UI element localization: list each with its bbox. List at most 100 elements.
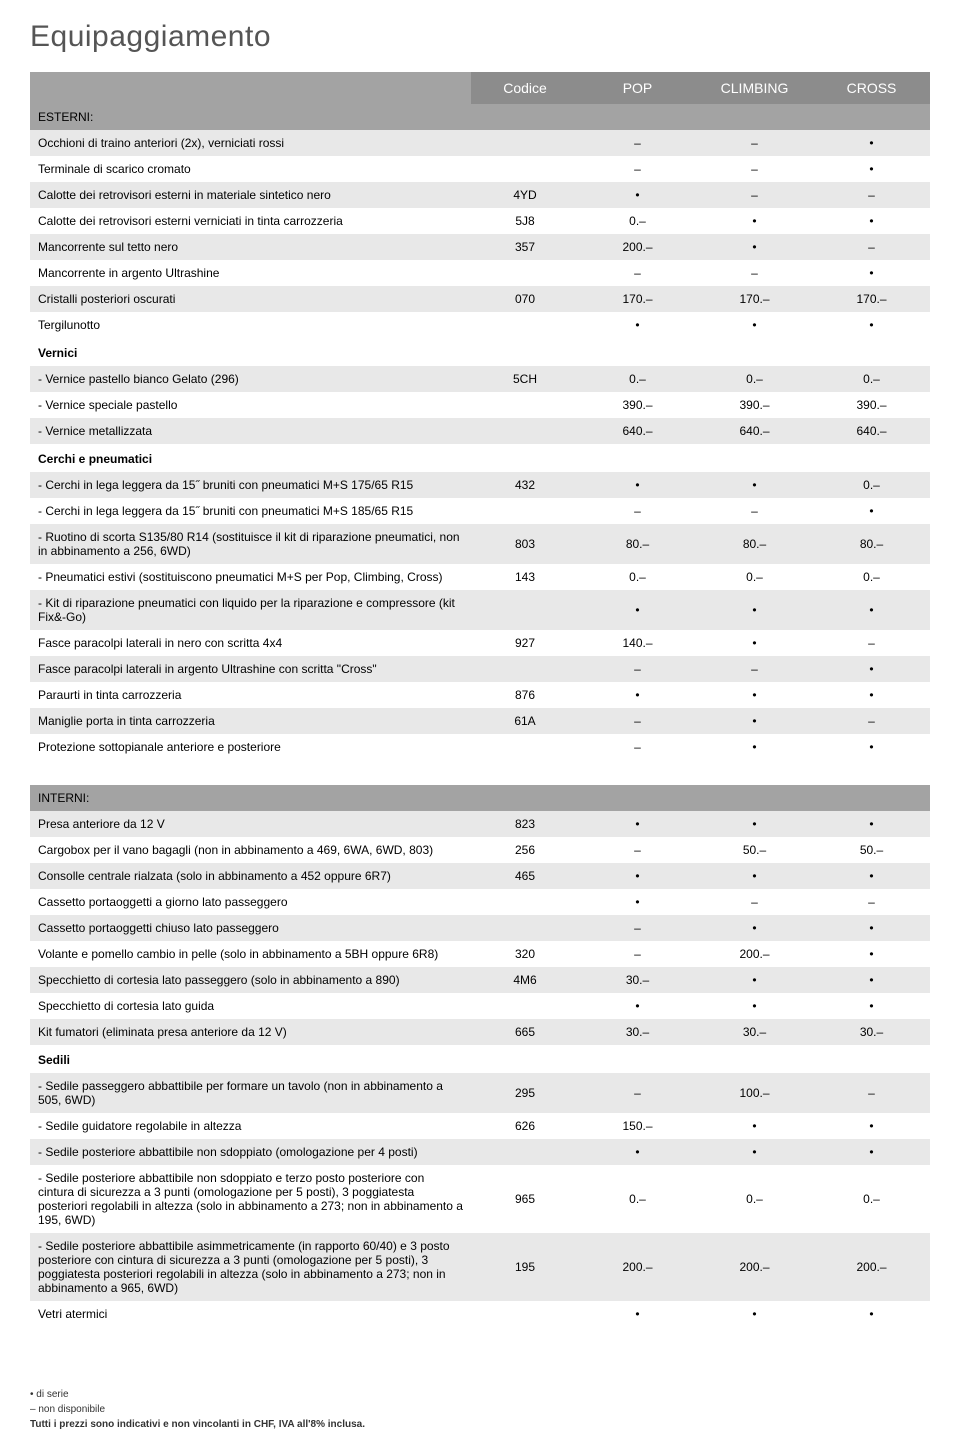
cell-description: - Sedile passeggero abbattibile per form… bbox=[30, 1073, 471, 1113]
cell-pop: 150.– bbox=[579, 1113, 696, 1139]
cell-code: 803 bbox=[471, 524, 579, 564]
cell-cross: • bbox=[813, 312, 930, 338]
header-climbing: CLIMBING bbox=[696, 72, 813, 104]
cell-description: - Ruotino di scorta S135/80 R14 (sostitu… bbox=[30, 524, 471, 564]
cell-code: 465 bbox=[471, 863, 579, 889]
table-row: Volante e pomello cambio in pelle (solo … bbox=[30, 941, 930, 967]
cell-climbing: 390.– bbox=[696, 392, 813, 418]
cell-climbing: – bbox=[696, 498, 813, 524]
cell-cross: • bbox=[813, 734, 930, 760]
cell-description: - Cerchi in lega leggera da 15˝ bruniti … bbox=[30, 472, 471, 498]
cell-code bbox=[471, 1139, 579, 1165]
cell-description: - Vernice metallizzata bbox=[30, 418, 471, 444]
cell-climbing: • bbox=[696, 590, 813, 630]
cell-cross: 50.– bbox=[813, 837, 930, 863]
table-row: Fasce paracolpi laterali in nero con scr… bbox=[30, 630, 930, 656]
cell-climbing: • bbox=[696, 967, 813, 993]
footnote-na: – non disponibile bbox=[30, 1402, 930, 1417]
table-row: - Sedile posteriore abbattibile asimmetr… bbox=[30, 1233, 930, 1301]
table-row: Terminale di scarico cromato––• bbox=[30, 156, 930, 182]
cell-code: 4YD bbox=[471, 182, 579, 208]
cell-code bbox=[471, 590, 579, 630]
cell-cross: • bbox=[813, 993, 930, 1019]
table-row: - Pneumatici estivi (sostituiscono pneum… bbox=[30, 564, 930, 590]
cell-cross: 30.– bbox=[813, 1019, 930, 1045]
table-row: Specchietto di cortesia lato passeggero … bbox=[30, 967, 930, 993]
cell-cross: • bbox=[813, 1301, 930, 1327]
table-row: Cargobox per il vano bagagli (non in abb… bbox=[30, 837, 930, 863]
table-header-row: Codice POP CLIMBING CROSS bbox=[30, 72, 930, 104]
cell-climbing: 80.– bbox=[696, 524, 813, 564]
cell-description: - Pneumatici estivi (sostituiscono pneum… bbox=[30, 564, 471, 590]
table-row: - Ruotino di scorta S135/80 R14 (sostitu… bbox=[30, 524, 930, 564]
cell-pop: 640.– bbox=[579, 418, 696, 444]
subsection-heading: Cerchi e pneumatici bbox=[30, 444, 930, 472]
cell-description: Cargobox per il vano bagagli (non in abb… bbox=[30, 837, 471, 863]
cell-pop: – bbox=[579, 837, 696, 863]
equipment-table: Codice POP CLIMBING CROSS ESTERNI:Occhio… bbox=[30, 72, 930, 1327]
cell-cross: – bbox=[813, 630, 930, 656]
cell-code: 320 bbox=[471, 941, 579, 967]
cell-climbing: 200.– bbox=[696, 1233, 813, 1301]
cell-pop: • bbox=[579, 472, 696, 498]
cell-pop: • bbox=[579, 590, 696, 630]
cell-code bbox=[471, 392, 579, 418]
cell-climbing: • bbox=[696, 811, 813, 837]
cell-code: 927 bbox=[471, 630, 579, 656]
cell-pop: • bbox=[579, 863, 696, 889]
cell-cross: • bbox=[813, 208, 930, 234]
cell-pop: 0.– bbox=[579, 208, 696, 234]
cell-cross: – bbox=[813, 708, 930, 734]
cell-description: Paraurti in tinta carrozzeria bbox=[30, 682, 471, 708]
table-row: Fasce paracolpi laterali in argento Ultr… bbox=[30, 656, 930, 682]
cell-description: - Sedile posteriore abbattibile non sdop… bbox=[30, 1165, 471, 1233]
cell-climbing: 200.– bbox=[696, 941, 813, 967]
header-desc bbox=[30, 72, 471, 104]
table-row: Occhioni di traino anteriori (2x), verni… bbox=[30, 130, 930, 156]
cell-code: 61A bbox=[471, 708, 579, 734]
cell-description: Fasce paracolpi laterali in argento Ultr… bbox=[30, 656, 471, 682]
cell-cross: 640.– bbox=[813, 418, 930, 444]
cell-pop: 30.– bbox=[579, 967, 696, 993]
cell-pop: – bbox=[579, 656, 696, 682]
cell-cross: • bbox=[813, 656, 930, 682]
cell-description: Consolle centrale rialzata (solo in abbi… bbox=[30, 863, 471, 889]
cell-code bbox=[471, 915, 579, 941]
cell-cross: 390.– bbox=[813, 392, 930, 418]
table-row: Cassetto portaoggetti chiuso lato passeg… bbox=[30, 915, 930, 941]
cell-pop: • bbox=[579, 993, 696, 1019]
cell-pop: 140.– bbox=[579, 630, 696, 656]
cell-climbing: – bbox=[696, 182, 813, 208]
table-row: - Sedile posteriore abbattibile non sdop… bbox=[30, 1165, 930, 1233]
cell-description: - Sedile posteriore abbattibile non sdop… bbox=[30, 1139, 471, 1165]
cell-cross: – bbox=[813, 234, 930, 260]
cell-cross: • bbox=[813, 590, 930, 630]
cell-code: 143 bbox=[471, 564, 579, 590]
table-row: Cassetto portaoggetti a giorno lato pass… bbox=[30, 889, 930, 915]
cell-climbing: • bbox=[696, 1301, 813, 1327]
cell-pop: 200.– bbox=[579, 1233, 696, 1301]
cell-description: Occhioni di traino anteriori (2x), verni… bbox=[30, 130, 471, 156]
cell-pop: – bbox=[579, 260, 696, 286]
cell-cross: 0.– bbox=[813, 366, 930, 392]
cell-climbing: 30.– bbox=[696, 1019, 813, 1045]
cell-code: 4M6 bbox=[471, 967, 579, 993]
cell-climbing: • bbox=[696, 472, 813, 498]
cell-pop: – bbox=[579, 130, 696, 156]
cell-pop: 0.– bbox=[579, 564, 696, 590]
cell-code bbox=[471, 993, 579, 1019]
table-row: - Vernice speciale pastello390.–390.–390… bbox=[30, 392, 930, 418]
table-row: Presa anteriore da 12 V823••• bbox=[30, 811, 930, 837]
cell-code bbox=[471, 498, 579, 524]
cell-climbing: 0.– bbox=[696, 564, 813, 590]
cell-pop: – bbox=[579, 498, 696, 524]
cell-code: 876 bbox=[471, 682, 579, 708]
cell-pop: 390.– bbox=[579, 392, 696, 418]
cell-climbing: – bbox=[696, 130, 813, 156]
cell-pop: • bbox=[579, 811, 696, 837]
cell-climbing: – bbox=[696, 156, 813, 182]
cell-description: Cristalli posteriori oscurati bbox=[30, 286, 471, 312]
cell-cross: • bbox=[813, 260, 930, 286]
subsection-row: Sedili bbox=[30, 1045, 930, 1073]
cell-cross: 80.– bbox=[813, 524, 930, 564]
